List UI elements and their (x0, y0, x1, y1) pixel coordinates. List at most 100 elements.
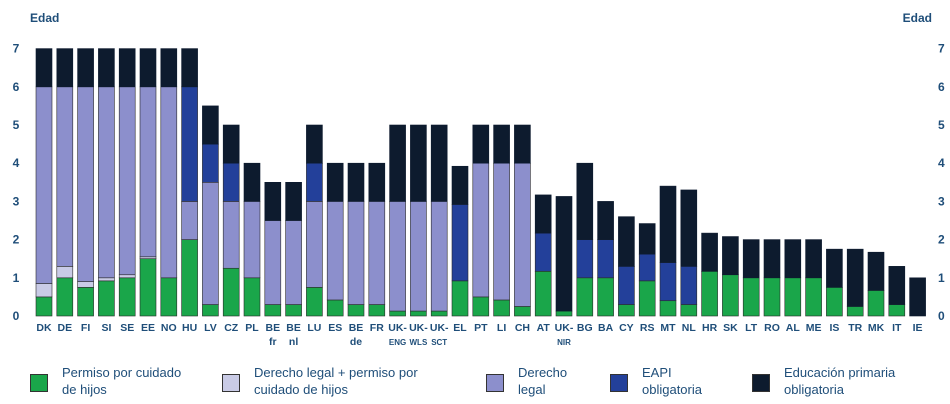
bar-UKNIR-permiso (555, 310, 573, 317)
bar-FI-derecho_permiso (77, 281, 94, 288)
x-tick-sublabel: de (350, 336, 362, 348)
legend-label-eapi: EAPI obligatoria (642, 365, 702, 397)
bar-MT-primaria (659, 185, 677, 263)
legend-item-primaria: Educación primaria obligatoria (752, 364, 895, 398)
legend-swatch-derecho-permiso (222, 374, 240, 392)
bar-CZ-derecho (222, 201, 240, 269)
bar-SE-derecho_permiso (118, 274, 136, 279)
y-tick-label-left-7: 7 (13, 42, 20, 56)
bar-TR-primaria (846, 248, 864, 307)
bar-SK-permiso (722, 274, 739, 317)
bar-FI-primaria (77, 48, 94, 88)
bar-CH-primaria (514, 124, 531, 164)
x-tick-label: TR (848, 322, 862, 334)
bar-SI-permiso (98, 280, 115, 317)
x-tick-label: RS (640, 322, 655, 334)
bar-UKWLS-permiso (410, 310, 427, 317)
bar-UKSCT-primaria (430, 124, 448, 202)
y-tick-label-left-0: 0 (13, 309, 20, 323)
y-tick-label-left-6: 6 (13, 80, 20, 94)
bar-UKNIR-primaria (555, 196, 573, 312)
bar-IE-primaria (909, 277, 926, 317)
bar-BEfr-derecho (264, 220, 282, 305)
bar-AT-eapi (534, 232, 552, 272)
bar-RO-primaria (763, 239, 781, 279)
legend-label-derecho-permiso: Derecho legal + permiso por cuidado de h… (254, 365, 418, 397)
bar-DE-derecho (56, 86, 74, 267)
bar-BEde-derecho (347, 201, 365, 305)
legend-label-permiso: Permiso por cuidado de hijos (62, 365, 182, 397)
bar-TR-permiso (846, 306, 864, 317)
bar-BG-eapi (576, 239, 594, 279)
bar-DK-derecho (35, 86, 53, 284)
bar-LV-primaria (202, 105, 219, 145)
bar-SK-primaria (722, 236, 739, 276)
bar-BEfr-permiso (264, 304, 282, 317)
y-axis-title-left: Edad (30, 11, 59, 25)
y-tick-label-left-1: 1 (13, 271, 20, 285)
x-axis-labels: DK DE FI SI SE EE NO HU LV CZ PL BE fr BE nl LU ES BE de FR… (36, 322, 922, 348)
bar-IT-primaria (888, 266, 906, 305)
x-tick-label: NL (682, 322, 697, 334)
legend-label-derecho: Derecho legal (518, 365, 568, 397)
bar-AL-permiso (784, 277, 802, 317)
x-tick-label: AT (537, 322, 551, 334)
x-tick-label: CH (515, 322, 530, 334)
bar-HR-primaria (701, 232, 718, 272)
legend-swatch-primaria (752, 374, 770, 392)
bar-UKWLS-derecho (410, 201, 427, 312)
bar-BG-permiso (576, 277, 594, 317)
bar-EL-primaria (451, 165, 469, 205)
x-tick-label: NO (161, 322, 177, 334)
bar-RS-eapi (638, 253, 656, 282)
x-tick-label: CY (619, 322, 634, 334)
bar-MK-permiso (867, 290, 885, 317)
bar-PL-primaria (243, 162, 261, 202)
bar-LT-permiso (742, 277, 760, 317)
x-tick-label: UK- (555, 322, 574, 334)
x-tick-label: BG (577, 322, 593, 334)
x-tick-label: HR (702, 322, 718, 334)
bar-NO-derecho (160, 86, 178, 279)
bar-ES-permiso (326, 299, 344, 317)
bar-HR-permiso (701, 271, 718, 317)
bar-UKWLS-primaria (410, 124, 427, 202)
bar-RS-permiso (638, 280, 656, 317)
x-tick-label: EE (141, 322, 155, 334)
bar-BA-permiso (597, 277, 614, 317)
x-tick-label: AL (786, 322, 801, 334)
y-tick-label-left-5: 5 (13, 118, 20, 132)
bar-ME-primaria (805, 239, 822, 279)
x-tick-label: HU (182, 322, 197, 334)
bar-SI-derecho_permiso (98, 277, 115, 282)
bar-ME-permiso (805, 277, 822, 317)
legend-swatch-eapi (610, 374, 628, 392)
bar-LU-primaria (306, 124, 323, 164)
x-tick-label: UK- (409, 322, 428, 334)
bar-AT-primaria (534, 194, 552, 234)
legend-item-eapi: EAPI obligatoria (610, 364, 702, 398)
legend-item-derecho-permiso: Derecho legal + permiso por cuidado de h… (222, 364, 418, 398)
x-tick-label: UK- (388, 322, 407, 334)
bar-BEde-permiso (347, 304, 365, 317)
bar-DE-primaria (56, 48, 74, 88)
bar-BEde-primaria (347, 162, 365, 202)
bar-PL-permiso (243, 277, 261, 317)
x-tick-label: DK (36, 322, 52, 334)
x-tick-label: BE (286, 322, 301, 334)
bar-HU-permiso (181, 239, 198, 317)
x-tick-sublabel: SCT (431, 338, 447, 347)
bar-SE-derecho (118, 86, 136, 276)
x-tick-label: PL (245, 322, 259, 334)
bar-LV-eapi (202, 143, 219, 183)
bar-CZ-primaria (222, 124, 240, 164)
bar-SE-permiso (118, 277, 136, 317)
bar-PT-primaria (472, 124, 490, 164)
x-tick-label: LU (307, 322, 321, 334)
x-tick-label: IE (913, 322, 923, 334)
bar-DK-derecho_permiso (35, 283, 53, 298)
bar-LV-permiso (202, 304, 219, 317)
x-tick-label: LT (745, 322, 758, 334)
x-tick-label: FR (370, 322, 384, 334)
bar-SI-derecho (98, 86, 115, 279)
